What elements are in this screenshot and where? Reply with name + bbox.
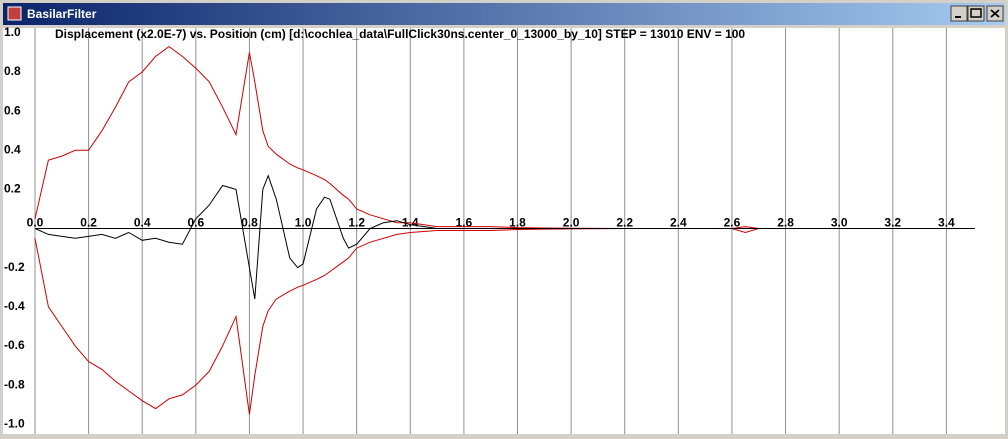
x-tick-label: 2.4 bbox=[670, 216, 687, 230]
app-icon bbox=[7, 6, 22, 21]
y-tick-label: 1.0 bbox=[4, 25, 21, 39]
x-tick-label: 2.2 bbox=[616, 216, 633, 230]
x-tick-label: 1.6 bbox=[456, 216, 473, 230]
close-button[interactable] bbox=[986, 5, 1004, 22]
window-title: BasilarFilter bbox=[27, 7, 97, 21]
title-bar bbox=[3, 3, 1005, 25]
x-tick-label: 2.6 bbox=[724, 216, 741, 230]
x-tick-label: 1.8 bbox=[509, 216, 526, 230]
x-tick-label: 3.0 bbox=[831, 216, 848, 230]
x-tick-label: 0.0 bbox=[27, 216, 44, 230]
y-tick-label: 0.6 bbox=[4, 103, 21, 117]
minimize-button[interactable] bbox=[950, 5, 968, 22]
x-tick-label: 3.2 bbox=[884, 216, 901, 230]
x-tick-label: 3.4 bbox=[938, 216, 955, 230]
y-tick-label: -1.0 bbox=[4, 416, 25, 430]
y-tick-label: -0.8 bbox=[4, 377, 25, 391]
y-tick-label: 0.8 bbox=[4, 64, 21, 78]
chart-title: Displacement (x2.0E-7) vs. Position (cm)… bbox=[55, 27, 745, 41]
x-tick-label: 2.0 bbox=[563, 216, 580, 230]
y-tick-label: -0.2 bbox=[4, 260, 25, 274]
x-tick-label: 2.8 bbox=[777, 216, 794, 230]
x-tick-label: 0.4 bbox=[134, 216, 151, 230]
series-line bbox=[34, 174, 974, 300]
y-tick-label: -0.4 bbox=[4, 299, 25, 313]
chart: 0.0 0.2 0.4 0.6 0.8 1.0 1.2 1.4 1.6 1.8 2.0 2.2 2.4 2… bbox=[4, 25, 975, 434]
x-tick-label: 0.8 bbox=[241, 216, 258, 230]
x-tick-label: 0.2 bbox=[80, 216, 97, 230]
x-tick-label: 0.6 bbox=[187, 216, 204, 230]
y-tick-label: 0.2 bbox=[4, 182, 21, 196]
plot-area bbox=[3, 28, 1005, 434]
x-tick-label: 1.0 bbox=[295, 216, 312, 230]
y-tick-label: -0.6 bbox=[4, 338, 25, 352]
y-tick-label: 0.4 bbox=[4, 142, 21, 156]
maximize-button[interactable] bbox=[967, 5, 985, 22]
x-tick-label: 1.2 bbox=[348, 216, 365, 230]
